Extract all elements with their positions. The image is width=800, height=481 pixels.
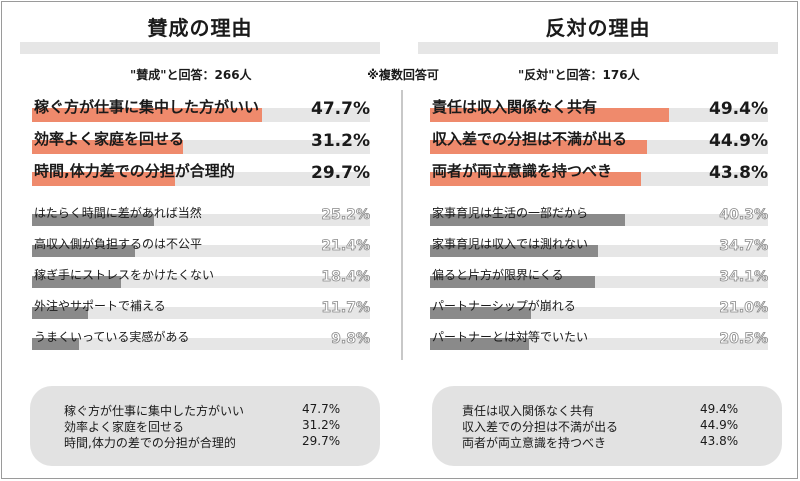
- support-bar-fill: [32, 214, 154, 226]
- oppose-bar-fill: [430, 276, 595, 288]
- support-summary-box: 稼ぐ方が仕事に集中した方がいい 47.7% 効率よく家庭を回せる 31.2% 時間,体力…: [30, 386, 380, 466]
- oppose-summary-value: 44.9%: [700, 418, 739, 432]
- oppose-summary-value: 49.4%: [700, 402, 739, 416]
- oppose-bar-row: 家事育児は生活の一部だから 40.3%: [430, 202, 778, 226]
- support-bar-label: 稼ぎ手にストレスをかけたくない: [34, 268, 215, 282]
- support-bar-value: 21.4%: [321, 238, 370, 255]
- support-bar-row: 時間,体力差での分担が合理的 29.7%: [32, 160, 380, 186]
- support-summary-value: 47.7%: [302, 402, 341, 416]
- oppose-title-underline: [418, 42, 778, 54]
- oppose-bar-fill: [430, 140, 647, 154]
- oppose-bar-fill: [430, 214, 625, 226]
- oppose-bar-value: 34.1%: [719, 269, 768, 286]
- oppose-bar-label: パートナーとは対等でいたい: [432, 330, 589, 344]
- support-title: 賛成の理由: [147, 16, 253, 40]
- support-bar-row: 外注やサポートで補える 11.7%: [32, 295, 380, 319]
- support-bar-label: 外注やサポートで補える: [34, 299, 166, 313]
- oppose-bar-fill: [430, 338, 529, 350]
- oppose-summary-box: 責任は収入関係なく共有 49.4% 収入差での分担は不満が出る 44.9% 両者が両立意…: [432, 386, 782, 466]
- oppose-bar-row: 偏ると片方が限界にくる 34.1%: [430, 264, 778, 288]
- oppose-bar-fill: [430, 108, 669, 122]
- oppose-bar-label: 責任は収入関係なく共有: [432, 98, 598, 116]
- oppose-summary-value: 43.8%: [700, 434, 739, 448]
- oppose-bar-fill: [430, 172, 641, 186]
- support-bar-track: [32, 307, 370, 319]
- support-panel: 賛成の理由 "賛成"と回答：266人 稼ぐ方が仕事に集中した方がいい 47.7% 効…: [20, 2, 380, 480]
- oppose-bar-value: 21.0%: [719, 300, 768, 317]
- oppose-bar-row: 責任は収入関係なく共有 49.4%: [430, 96, 778, 122]
- support-bar-fill: [32, 276, 121, 288]
- support-bar-row: 稼ぎ手にストレスをかけたくない 18.4%: [32, 264, 380, 288]
- support-summary-label: 時間,体力の差での分担が合理的: [64, 436, 236, 450]
- oppose-bar-value: 43.8%: [709, 163, 768, 183]
- support-respondent-count: "賛成"と回答：266人: [130, 68, 252, 82]
- oppose-bar-value: 20.5%: [719, 331, 768, 348]
- support-bar-track: [32, 338, 370, 350]
- support-bar-label: 時間,体力差での分担が合理的: [34, 162, 235, 180]
- support-bar-row: はたらく時間に差があれば当然 25.2%: [32, 202, 380, 226]
- support-bar-chart: 稼ぐ方が仕事に集中した方がいい 47.7% 効率よく家庭を回せる 31.2% 時間,体力…: [20, 2, 380, 480]
- oppose-bar-value: 44.9%: [709, 131, 768, 151]
- support-summary-label: 稼ぐ方が仕事に集中した方がいい: [64, 404, 245, 418]
- support-bar-fill: [32, 108, 262, 122]
- support-bar-label: 効率よく家庭を回せる: [34, 130, 185, 148]
- oppose-bar-chart: 責任は収入関係なく共有 49.4% 収入差での分担は不満が出る 44.9% 両者が両立意…: [418, 2, 778, 480]
- oppose-summary-label: 責任は収入関係なく共有: [462, 404, 595, 418]
- support-bar-fill: [32, 140, 183, 154]
- support-bar-row: 高収入側が負担するのは不公平 21.4%: [32, 233, 380, 257]
- multiple-answer-note: ※複数回答可: [367, 68, 439, 82]
- oppose-bar-label: 家事育児は収入では測れない: [432, 237, 589, 251]
- oppose-bar-label: 両者が両立意識を持つべき: [432, 162, 613, 180]
- oppose-bar-row: 両者が両立意識を持つべき 43.8%: [430, 160, 778, 186]
- oppose-bar-fill: [430, 245, 598, 257]
- oppose-bar-value: 34.7%: [719, 238, 768, 255]
- support-summary-value: 29.7%: [302, 434, 341, 448]
- oppose-bar-value: 49.4%: [709, 99, 768, 119]
- support-bar-value: 31.2%: [311, 131, 370, 151]
- oppose-summary-label: 両者が両立意識を持つべき: [462, 436, 607, 450]
- support-bar-row: うまくいっている実感がある 9.8%: [32, 326, 380, 350]
- support-bar-label: うまくいっている実感がある: [34, 330, 190, 344]
- support-bar-value: 25.2%: [321, 207, 370, 224]
- oppose-bar-label: パートナーシップが崩れる: [432, 299, 576, 313]
- support-bar-row: 効率よく家庭を回せる 31.2%: [32, 128, 380, 154]
- support-bar-fill: [32, 172, 175, 186]
- support-bar-value: 11.7%: [321, 300, 370, 317]
- support-bar-label: はたらく時間に差があれば当然: [34, 206, 202, 220]
- oppose-bar-value: 40.3%: [719, 207, 768, 224]
- support-bar-label: 高収入側が負担するのは不公平: [34, 237, 203, 251]
- support-bar-value: 18.4%: [321, 269, 370, 286]
- support-title-underline: [20, 42, 380, 54]
- oppose-panel: 反対の理由 "反対"と回答：176人 責任は収入関係なく共有 49.4% 収入差での…: [418, 2, 782, 480]
- center-divider: [401, 90, 403, 360]
- oppose-title: 反対の理由: [545, 16, 651, 40]
- oppose-bar-label: 偏ると片方が限界にくる: [432, 268, 564, 282]
- support-summary-label: 効率よく家庭を回せる: [64, 420, 185, 434]
- support-bar-value: 29.7%: [311, 163, 370, 183]
- oppose-bar-row: 収入差での分担は不満が出る 44.9%: [430, 128, 778, 154]
- support-bar-value: 47.7%: [311, 99, 370, 119]
- support-bar-fill: [32, 338, 79, 350]
- support-bar-row: 稼ぐ方が仕事に集中した方がいい 47.7%: [32, 96, 380, 122]
- support-bar-fill: [32, 307, 88, 319]
- support-bar-label: 稼ぐ方が仕事に集中した方がいい: [34, 98, 260, 116]
- support-summary-value: 31.2%: [302, 418, 341, 432]
- oppose-respondent-count: "反対"と回答：176人: [518, 68, 640, 82]
- oppose-summary-label: 収入差での分担は不満が出る: [462, 420, 619, 434]
- oppose-bar-row: パートナーとは対等でいたい 20.5%: [430, 326, 778, 350]
- oppose-bar-row: パートナーシップが崩れる 21.0%: [430, 295, 778, 319]
- support-bar-value: 9.8%: [331, 331, 371, 348]
- oppose-bar-row: 家事育児は収入では測れない 34.7%: [430, 233, 778, 257]
- oppose-bar-fill: [430, 307, 531, 319]
- oppose-bar-label: 家事育児は生活の一部だから: [432, 206, 589, 220]
- oppose-bar-label: 収入差での分担は不満が出る: [432, 130, 628, 148]
- support-bar-fill: [32, 245, 135, 257]
